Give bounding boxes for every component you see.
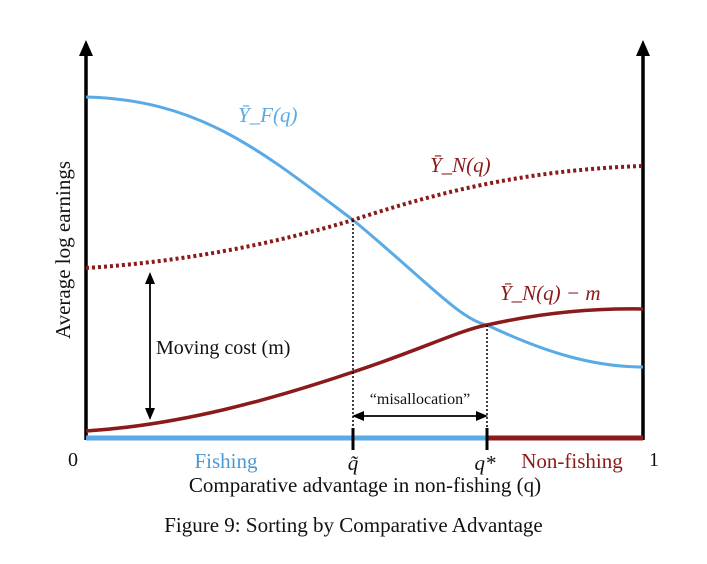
right-y-axis-arrowhead — [636, 40, 650, 56]
left-y-axis-arrowhead — [79, 40, 93, 56]
fishing-region-label: Fishing — [194, 449, 258, 473]
q-tilde-label: q̃ — [348, 451, 359, 475]
yn-curve — [85, 164, 644, 270]
misallocation-arrow-right — [476, 411, 488, 421]
x-axis-label: Comparative advantage in non-fishing (q) — [189, 473, 541, 497]
moving-cost-arrow-bottom — [145, 408, 155, 420]
nonfishing-region-label: Non-fishing — [521, 449, 623, 473]
misallocation-label: “misallocation” — [370, 391, 470, 408]
y-axis-label: Average log earnings — [51, 161, 75, 339]
yn-minus-m-curve-label: Ȳ_N(q) − m — [500, 281, 601, 305]
q-star-label: q* — [475, 451, 497, 475]
x-min-label: 0 — [68, 449, 78, 471]
figure-caption: Figure 9: Sorting by Comparative Advanta… — [164, 513, 543, 537]
moving-cost-arrow-top — [145, 272, 155, 284]
x-max-label: 1 — [649, 449, 659, 471]
moving-cost-label: Moving cost (m) — [156, 337, 290, 359]
yf-curve — [85, 95, 644, 369]
yn-minus-m-curve — [85, 307, 644, 433]
yn-curve-label: Ȳ_N(q) — [430, 153, 491, 177]
yf-curve-label: Ȳ_F(q) — [238, 103, 298, 127]
misallocation-arrow-left — [352, 411, 364, 421]
